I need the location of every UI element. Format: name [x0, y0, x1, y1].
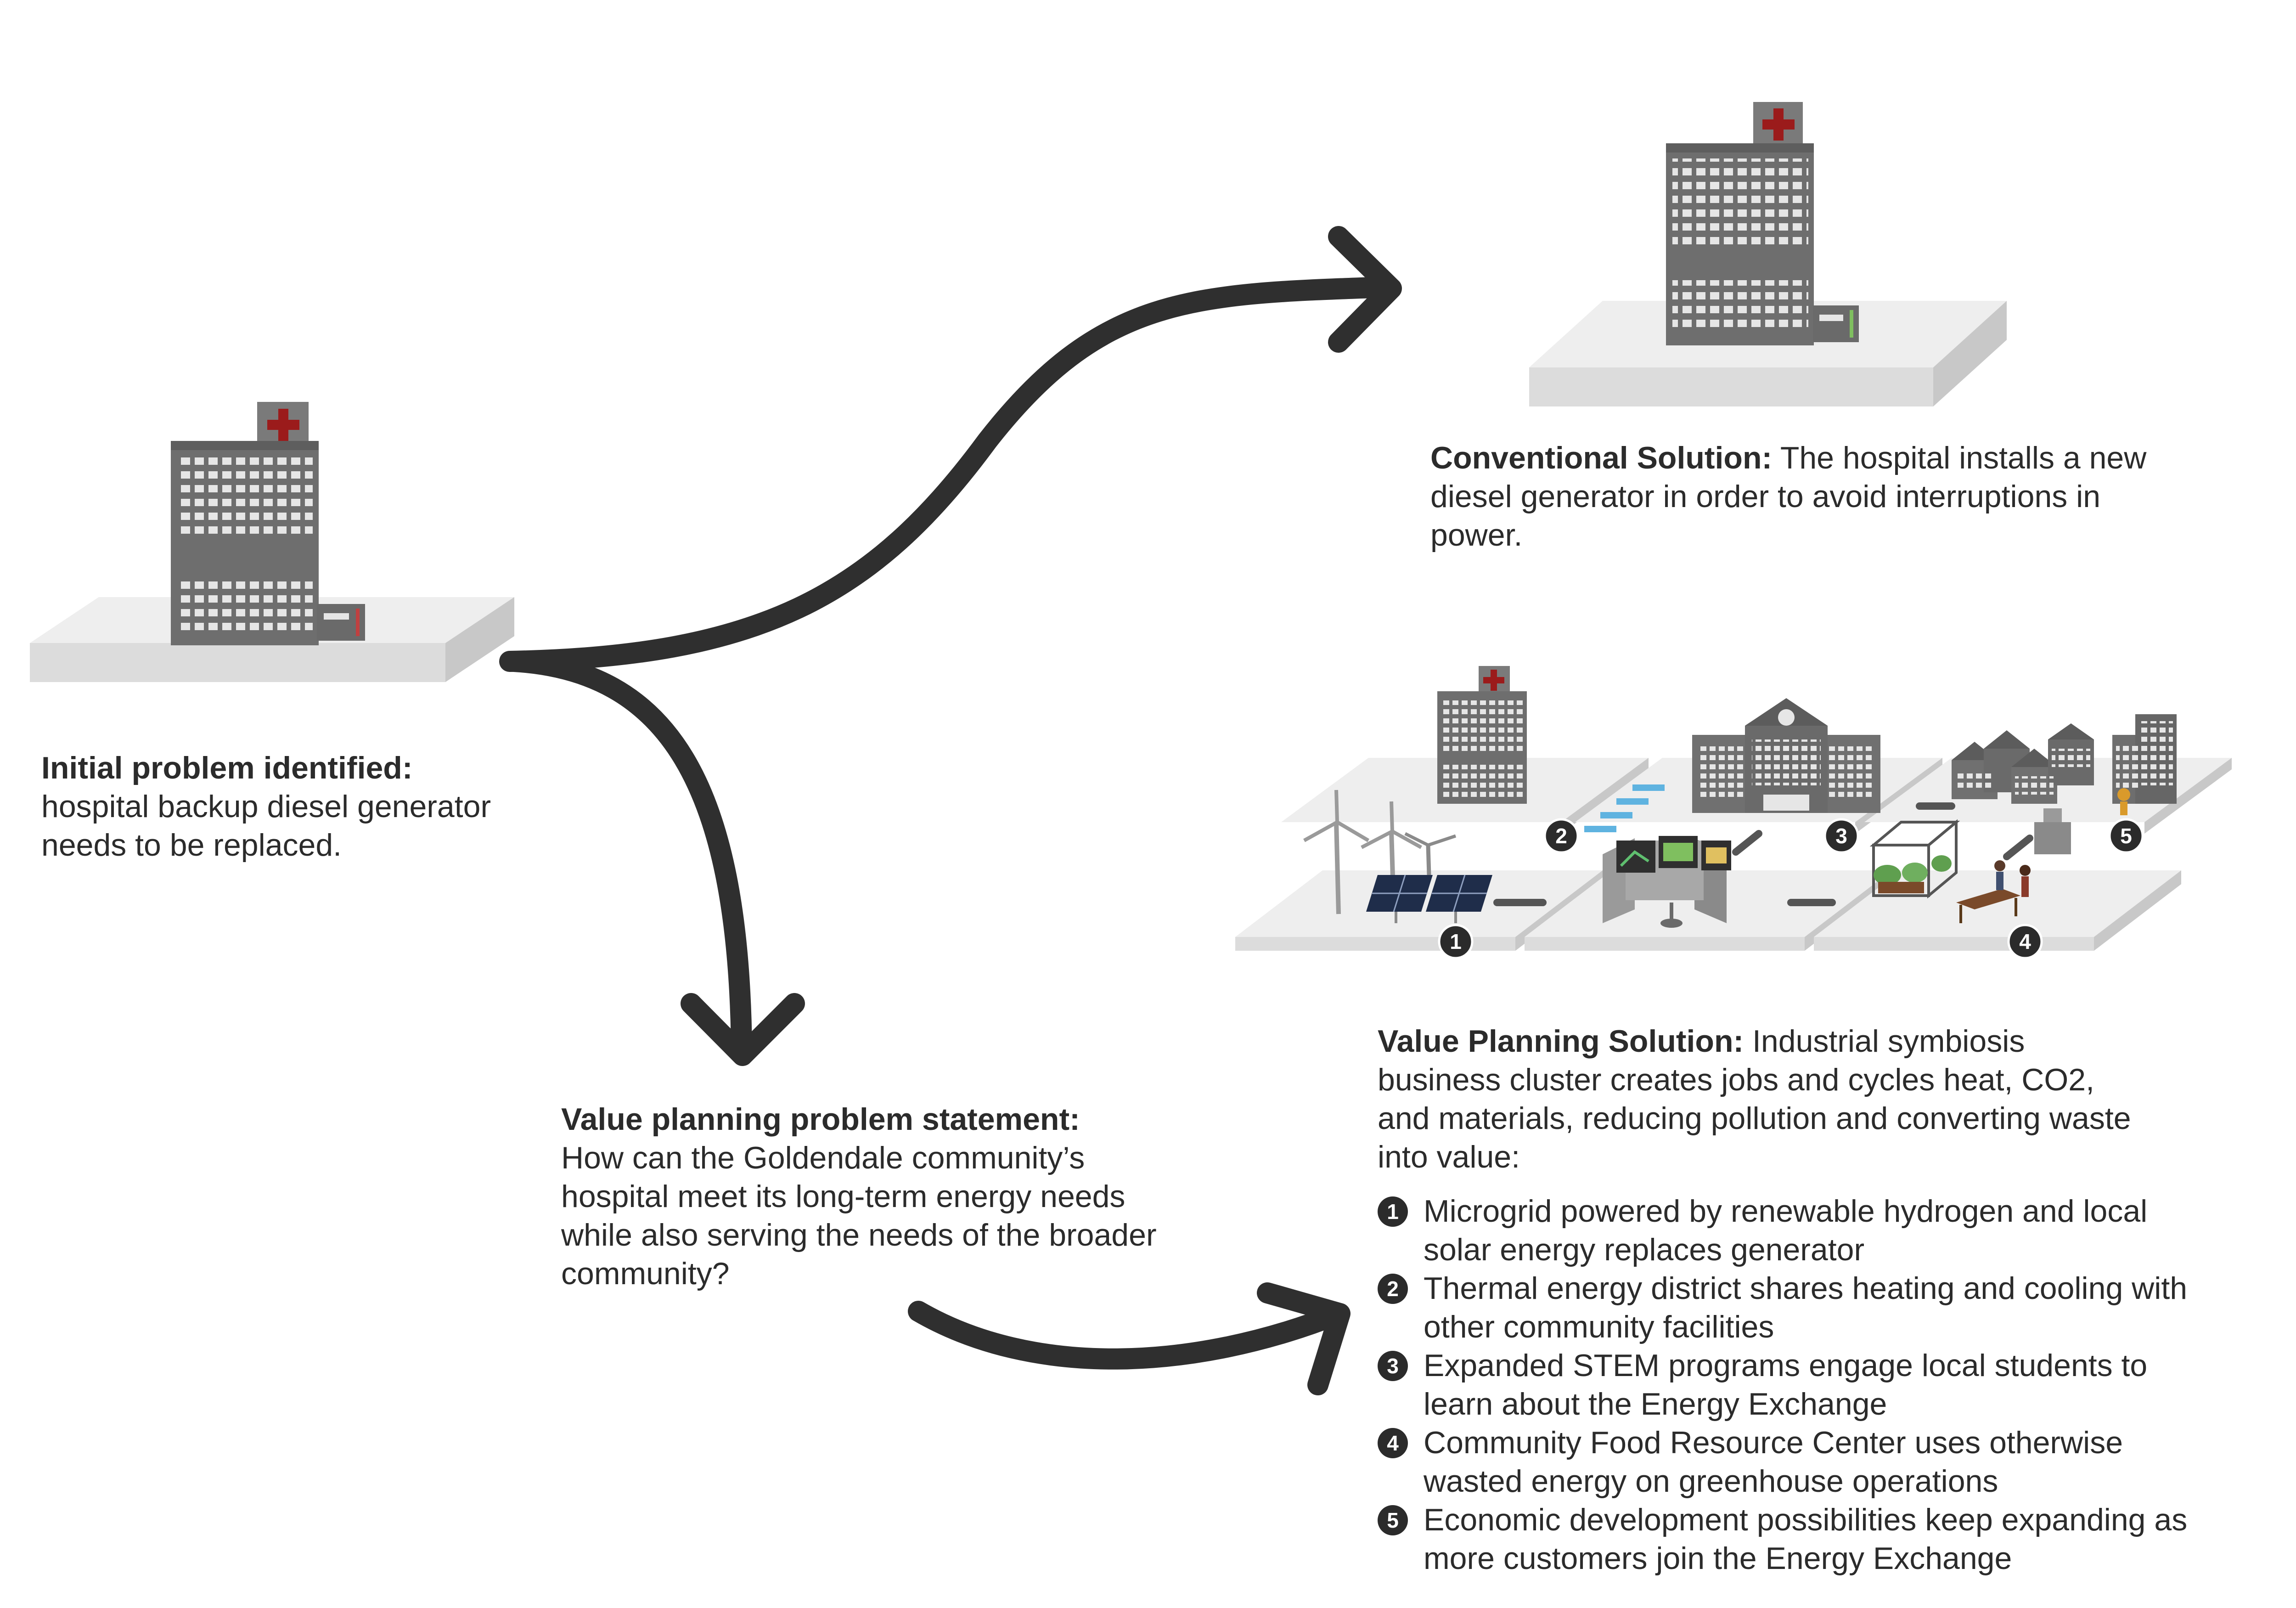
- value-solution-text: Value Planning Solution: Industrial symb…: [1378, 1022, 2287, 1578]
- list-item: 5 Economic development possibilities kee…: [1378, 1501, 2287, 1578]
- people-table-icon: [1956, 808, 2071, 923]
- conventional-hospital-icon: [1666, 102, 1859, 345]
- initial-problem-heading: Initial problem identified:: [41, 750, 413, 785]
- problem-statement-text: Value planning problem statement: How ca…: [561, 1100, 1273, 1293]
- arrow-to-value-solution: [908, 1282, 1351, 1395]
- problem-statement-line-1: How can the Goldendale community’s: [561, 1140, 1085, 1175]
- conventional-solution-line-2: power.: [1430, 518, 1523, 553]
- value-solution-list: 1 Microgrid powered by renewable hydroge…: [1378, 1192, 2287, 1578]
- list-item-number: 3: [1378, 1351, 1408, 1381]
- wind-turbines-icon: [1303, 790, 1457, 914]
- conventional-solution-text: Conventional Solution: The hospital inst…: [1430, 439, 2257, 554]
- problem-statement-line-3: while also serving the needs of the broa…: [561, 1218, 1157, 1253]
- svg-text:1: 1: [1450, 930, 1462, 954]
- value-solution-line-1: business cluster creates jobs and cycles…: [1378, 1062, 2094, 1097]
- value-solution-first: Industrial symbiosis: [1744, 1024, 2025, 1059]
- list-item-line-2: other community facilities: [1424, 1309, 1774, 1344]
- list-item: 2 Thermal energy district shares heating…: [1378, 1269, 2287, 1346]
- arrow-to-conventional: [499, 226, 1402, 672]
- control-center-icon: [1603, 836, 1731, 928]
- list-item-line-1: Expanded STEM programs engage local stud…: [1424, 1348, 2148, 1383]
- map-badge-5: 5: [2108, 818, 2144, 854]
- problem-statement-line-2: hospital meet its long-term energy needs: [561, 1179, 1125, 1214]
- value-solution-line-2: and materials, reducing pollution and co…: [1378, 1101, 2131, 1136]
- list-item-line-2: learn about the Energy Exchange: [1424, 1387, 1887, 1422]
- initial-problem-text: Initial problem identified: hospital bac…: [41, 749, 615, 864]
- list-item-line-1: Microgrid powered by renewable hydrogen …: [1424, 1194, 2148, 1229]
- solar-panels-icon: [1366, 875, 1492, 923]
- list-item-line-2: wasted energy on greenhouse operations: [1424, 1464, 1998, 1499]
- svg-text:3: 3: [1835, 824, 1847, 848]
- initial-platform: [30, 597, 514, 682]
- svg-text:4: 4: [2019, 930, 2031, 954]
- list-item-line-1: Community Food Resource Center uses othe…: [1424, 1425, 2123, 1460]
- list-item: 3 Expanded STEM programs engage local st…: [1378, 1346, 2287, 1423]
- map-badge-4: 4: [2007, 924, 2043, 959]
- conventional-platform: [1529, 301, 2007, 406]
- problem-statement-line-4: community?: [561, 1256, 730, 1291]
- value-solution-line-3: into value:: [1378, 1140, 1520, 1174]
- list-item: 1 Microgrid powered by renewable hydroge…: [1378, 1192, 2287, 1269]
- list-item-line-1: Thermal energy district shares heating a…: [1424, 1271, 2188, 1306]
- list-item-line-2: solar energy replaces generator: [1424, 1232, 1865, 1267]
- initial-hospital-icon: [171, 402, 365, 645]
- map-badge-2: 2: [1543, 818, 1579, 854]
- map-school-icon: [1692, 698, 1880, 813]
- greenhouse-icon: [1869, 819, 1960, 899]
- arrow-to-problem-statement: [504, 651, 805, 1066]
- list-item-line-1: Economic development possibilities keep …: [1424, 1502, 2188, 1537]
- value-solution-heading: Value Planning Solution:: [1378, 1024, 1744, 1059]
- map-badge-3: 3: [1823, 818, 1859, 854]
- problem-statement-heading: Value planning problem statement:: [561, 1102, 1080, 1137]
- initial-problem-line-1: hospital backup diesel generator: [41, 789, 491, 824]
- thermal-pipes: [1584, 784, 1665, 832]
- list-item-number: 2: [1378, 1274, 1408, 1304]
- conventional-solution-first: The hospital installs a new: [1772, 440, 2147, 475]
- initial-problem-line-2: needs to be replaced.: [41, 828, 342, 863]
- map-town-icon: [1952, 714, 2177, 815]
- svg-text:2: 2: [1555, 824, 1567, 848]
- map-hospital-icon: [1437, 666, 1527, 804]
- conventional-solution-line-1: diesel generator in order to avoid inter…: [1430, 479, 2101, 514]
- svg-text:5: 5: [2120, 824, 2132, 848]
- list-item: 4 Community Food Resource Center uses ot…: [1378, 1423, 2287, 1501]
- conventional-solution-heading: Conventional Solution:: [1430, 440, 1773, 475]
- list-item-line-2: more customers join the Energy Exchange: [1424, 1541, 2012, 1576]
- grid-connectors: [1493, 802, 2033, 906]
- list-item-number: 4: [1378, 1428, 1408, 1458]
- value-planning-map: 1 2 3 4 5: [1235, 666, 2232, 959]
- list-item-number: 1: [1378, 1196, 1408, 1227]
- map-badge-1: 1: [1438, 924, 1474, 959]
- list-item-number: 5: [1378, 1505, 1408, 1535]
